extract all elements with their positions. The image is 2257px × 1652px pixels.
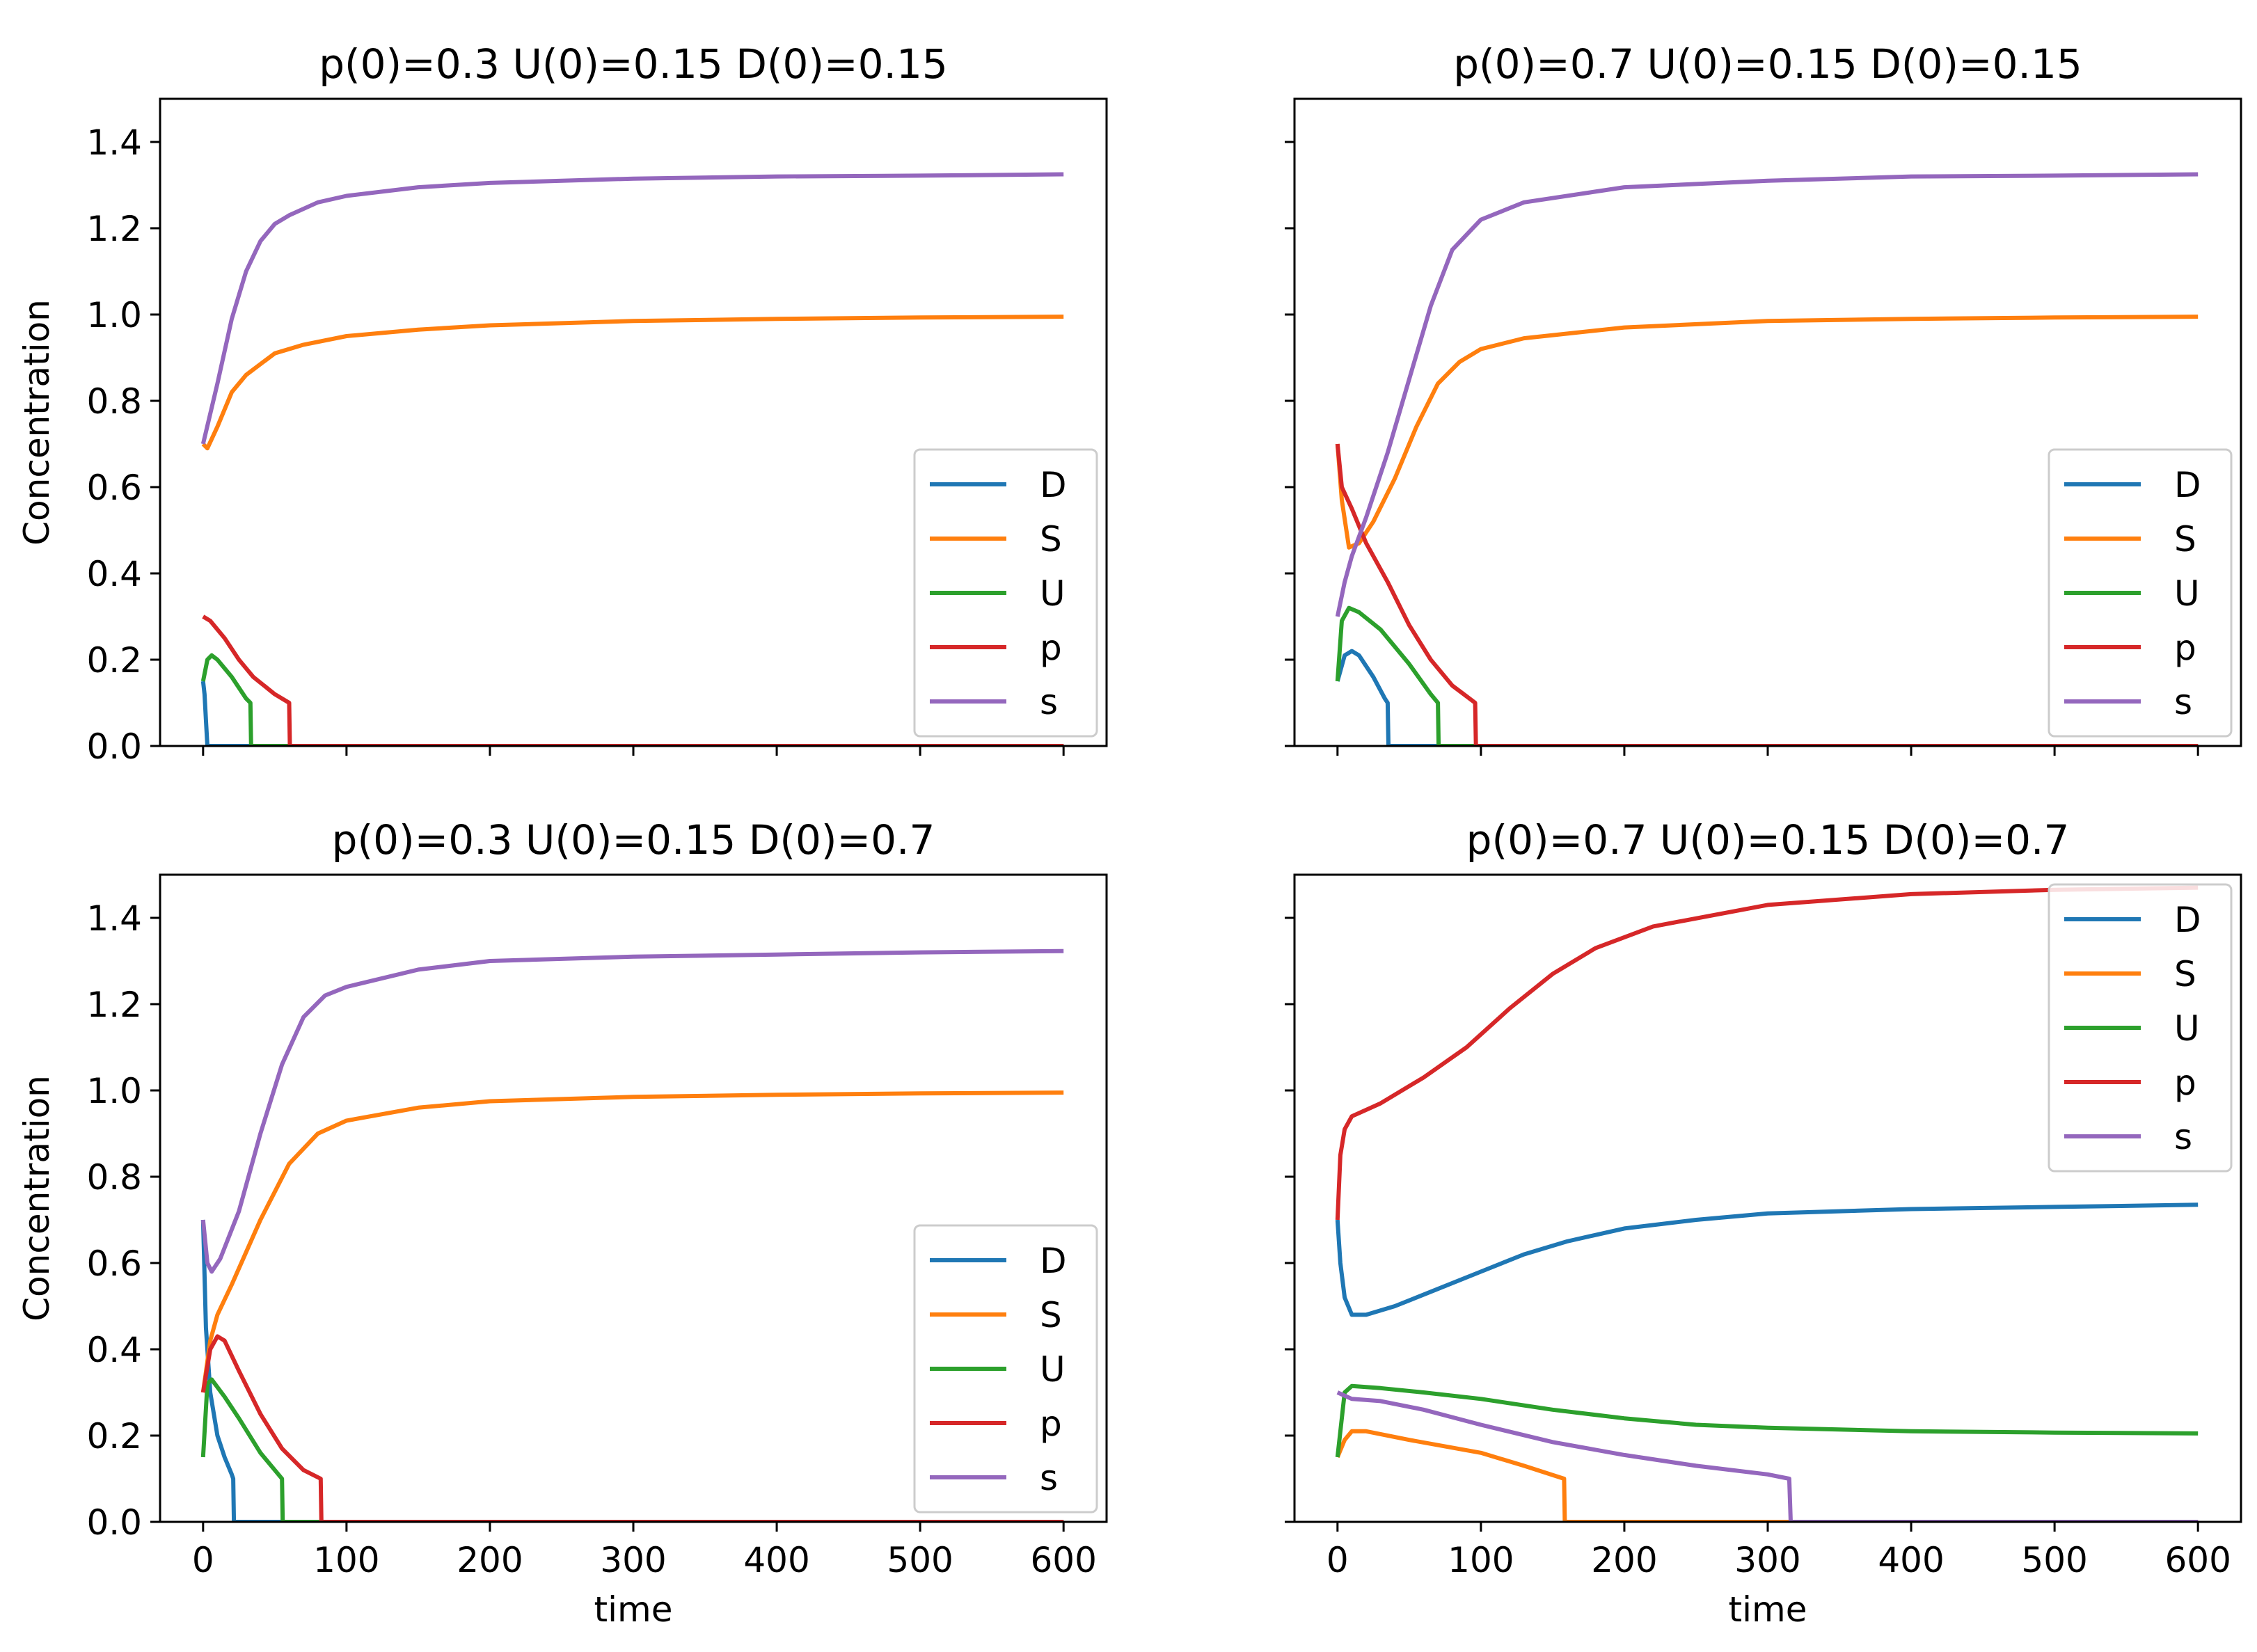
legend-label-p: p (2174, 1063, 2196, 1103)
series-line-s (200, 948, 1064, 1274)
y-tick-label: 0.2 (86, 640, 142, 681)
y-tick-label: 0.8 (86, 381, 142, 422)
series-group (1335, 172, 2199, 746)
legend-label-U: U (1040, 573, 1066, 614)
series-line-p (200, 1334, 1064, 1522)
subplot-title: p(0)=0.3 U(0)=0.15 D(0)=0.7 (332, 816, 935, 864)
legend-label-D: D (1040, 465, 1067, 505)
x-tick-label: 0 (1327, 1540, 1349, 1580)
y-tick-label: 1.0 (86, 1071, 142, 1111)
series-group (200, 948, 1064, 1522)
series-line-S (1336, 1429, 2199, 1522)
x-tick-label: 300 (1734, 1540, 1800, 1580)
series-line-p (1335, 885, 2199, 1221)
x-tick-label: 400 (743, 1540, 809, 1580)
subplot-3: 0 100 200 300 400 500 600 0.0 0.2 0.4 0.6 0.8 1.0 1.2… (17, 816, 1108, 1630)
series-line-U (200, 1377, 1064, 1522)
legend-label-p: p (1040, 628, 1062, 668)
series-line-D (1335, 1202, 2199, 1317)
legend-label-s: s (2174, 1117, 2192, 1157)
x-tick-label: 200 (457, 1540, 523, 1580)
subplot-4: 0 100 200 300 400 500 600 p(0)=0.7 U(0)=0.15 D(… (1285, 816, 2242, 1630)
series-line-D (200, 681, 1064, 746)
series-line-U (1335, 605, 2199, 746)
legend-label-s: s (1040, 682, 1058, 722)
x-tick-label: 500 (2021, 1540, 2087, 1580)
y-tick-label: 0.2 (86, 1416, 142, 1456)
x-tick-label: 500 (887, 1540, 953, 1580)
y-axis-label: Concentration (17, 299, 57, 546)
x-tick-label: 100 (1448, 1540, 1514, 1580)
x-tick-label: 600 (1030, 1540, 1096, 1580)
y-tick-label: 0.0 (86, 726, 142, 767)
legend-label-S: S (2174, 519, 2196, 559)
y-tick-label: 0.6 (86, 1244, 142, 1284)
y-tick-label: 1.2 (86, 985, 142, 1025)
y-tick-label: 0.4 (86, 1330, 142, 1370)
legend-label-D: D (2174, 900, 2201, 940)
series-line-s (1335, 172, 2199, 617)
series-line-S (200, 1090, 1064, 1393)
x-tick-label: 600 (2164, 1540, 2231, 1580)
legend-label-p: p (2174, 628, 2196, 668)
x-tick-label: 100 (313, 1540, 379, 1580)
x-tick-label: 200 (1591, 1540, 1657, 1580)
legend-label-U: U (2174, 1008, 2200, 1049)
series-line-U (200, 653, 1064, 746)
y-axis-label: Concentration (17, 1075, 57, 1321)
legend-label-S: S (1040, 1295, 1062, 1335)
subplot-title: p(0)=0.7 U(0)=0.15 D(0)=0.7 (1466, 816, 2070, 864)
series-line-S (201, 315, 1064, 451)
y-tick-label: 1.0 (86, 295, 142, 335)
legend-label-D: D (2174, 465, 2201, 505)
x-tick-label: 300 (600, 1540, 666, 1580)
x-tick-label: 400 (1878, 1540, 1944, 1580)
series-group (1335, 885, 2199, 1522)
legend-label-p: p (1040, 1404, 1062, 1444)
x-axis-label: time (1729, 1589, 1807, 1630)
legend-label-s: s (2174, 682, 2192, 722)
legend-label-U: U (2174, 573, 2200, 614)
series-line-D (1335, 649, 2199, 746)
subplot-title: p(0)=0.7 U(0)=0.15 D(0)=0.15 (1453, 40, 2082, 88)
legend-label-D: D (1040, 1241, 1067, 1281)
y-tick-label: 1.4 (86, 122, 142, 163)
y-tick-label: 0.4 (86, 554, 142, 594)
y-tick-label: 1.2 (86, 209, 142, 249)
series-line-p (1335, 443, 2199, 746)
series-line-s (200, 172, 1064, 445)
series-line-s (1336, 1390, 2199, 1522)
series-line-p (202, 614, 1064, 746)
legend-label-S: S (1040, 519, 1062, 559)
legend-label-s: s (1040, 1458, 1058, 1498)
y-tick-label: 0.0 (86, 1502, 142, 1543)
x-tick-label: 0 (192, 1540, 214, 1580)
series-group (200, 172, 1064, 746)
legend-label-U: U (1040, 1349, 1066, 1390)
subplot-1: 0.0 0.2 0.4 0.6 0.8 1.0 1.2 1.4 p(0)=0.3 U(0)=0.… (17, 40, 1108, 767)
y-tick-label: 0.8 (86, 1157, 142, 1198)
y-tick-label: 0.6 (86, 468, 142, 508)
y-tick-label: 1.4 (86, 898, 142, 939)
subplot-title: p(0)=0.3 U(0)=0.15 D(0)=0.15 (319, 40, 948, 88)
legend-label-S: S (2174, 954, 2196, 994)
x-axis-label: time (594, 1589, 673, 1630)
series-line-U (1335, 1383, 2199, 1458)
